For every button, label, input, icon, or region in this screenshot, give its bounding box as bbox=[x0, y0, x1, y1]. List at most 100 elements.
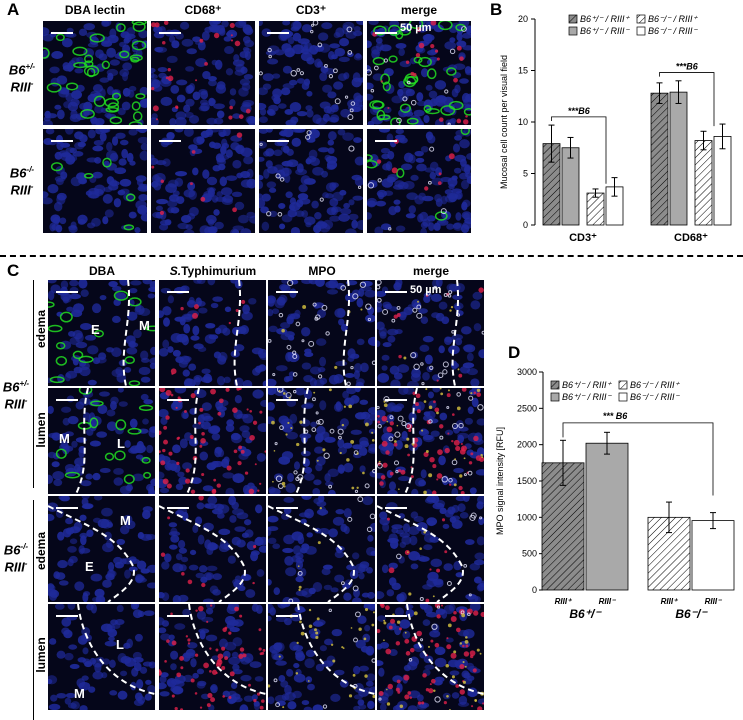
y-axis-label: MPO signal intensity [RFU] bbox=[495, 427, 505, 535]
panelC-tile-r3-c0 bbox=[48, 604, 155, 710]
bar bbox=[713, 136, 732, 226]
bar bbox=[691, 520, 735, 591]
scale-bar bbox=[167, 615, 189, 617]
panelC-col-mpo: MPO bbox=[308, 264, 336, 278]
panelC-tile-r3-c2 bbox=[268, 604, 375, 710]
panelC-tile-r0-c2 bbox=[268, 280, 375, 386]
panelA-tile-r1-c2 bbox=[259, 129, 363, 233]
significance-label: ***B6 bbox=[568, 106, 591, 116]
svg-text:B6⁺/⁻ / RIII⁻: B6⁺/⁻ / RIII⁻ bbox=[580, 26, 631, 36]
tile-letter-muscle-4: M bbox=[74, 686, 85, 701]
y-tick-label: 1500 bbox=[517, 476, 537, 486]
scale-bar bbox=[385, 291, 407, 293]
scale-bar bbox=[51, 32, 73, 34]
legend-item: B6⁺/⁻ / RIII⁺ bbox=[568, 14, 631, 24]
panelA-row-label-ko: B6-/- RIII- bbox=[9, 165, 35, 198]
svg-text:B6⁺/⁻ / RIII⁻: B6⁺/⁻ / RIII⁻ bbox=[562, 392, 613, 402]
svg-text:B6⁺/⁻ / RIII⁺: B6⁺/⁻ / RIII⁺ bbox=[580, 14, 631, 24]
scale-bar bbox=[385, 507, 407, 509]
panel-label-d: D bbox=[508, 343, 521, 362]
bar bbox=[650, 92, 669, 226]
panelC-col-salmonella: S.Typhimurium bbox=[169, 264, 257, 278]
panelA-col-dba: DBA lectin bbox=[64, 3, 126, 17]
panelA-tile-r1-c0 bbox=[43, 129, 147, 233]
panelA-tile-r0-c2 bbox=[259, 21, 363, 125]
y-tick-label: 0 bbox=[523, 220, 528, 230]
legend-item: B6⁻/⁻ / RIII⁺ bbox=[618, 380, 681, 390]
scale-bar bbox=[56, 507, 78, 509]
scale-bar bbox=[267, 32, 289, 34]
category-label: RIII⁻ bbox=[705, 597, 722, 606]
panel-label-a: A bbox=[7, 0, 20, 19]
category-label: CD3⁺ bbox=[569, 232, 597, 244]
y-tick-label: 20 bbox=[518, 14, 528, 24]
panelC-tile-r1-c2 bbox=[268, 388, 375, 494]
svg-text:B6⁻/⁻ / RIII⁻: B6⁻/⁻ / RIII⁻ bbox=[648, 26, 699, 36]
scale-bar bbox=[385, 399, 407, 401]
group-label: B6⁺/⁻ bbox=[569, 607, 602, 621]
panelA-tile-r0-c0 bbox=[43, 21, 147, 125]
category-label: RIII⁺ bbox=[661, 597, 678, 606]
legend-item: B6⁻/⁻ / RIII⁻ bbox=[636, 26, 699, 36]
scale-bar bbox=[159, 32, 181, 34]
tile-letter-muscle-3: M bbox=[120, 513, 131, 528]
panelC-group-bracket-ko bbox=[33, 500, 34, 720]
panelC-col-merge: merge bbox=[412, 264, 450, 278]
group-label: B6⁻/⁻ bbox=[675, 607, 708, 621]
panelA-scale-label: 50 µm bbox=[400, 22, 432, 34]
y-tick-label: 5 bbox=[523, 169, 528, 179]
svg-text:B6⁻/⁻ / RIII⁻: B6⁻/⁻ / RIII⁻ bbox=[630, 392, 681, 402]
significance-label: ***B6 bbox=[676, 62, 699, 72]
significance-label: *** B6 bbox=[603, 411, 629, 421]
panelC-tile-r0-c1 bbox=[159, 280, 266, 386]
scale-bar bbox=[56, 291, 78, 293]
y-tick-label: 2000 bbox=[517, 440, 537, 450]
y-tick-label: 3000 bbox=[517, 367, 537, 377]
tile-letter-edema-1: E bbox=[91, 322, 100, 337]
y-tick-label: 0 bbox=[532, 585, 537, 595]
panel-label-c: C bbox=[7, 261, 20, 280]
tile-letter-muscle-2: M bbox=[59, 431, 70, 446]
panelC-tile-r2-c2 bbox=[268, 496, 375, 602]
svg-text:B6⁻/⁻ / RIII⁺: B6⁻/⁻ / RIII⁺ bbox=[648, 14, 699, 24]
tile-letter-lumen-1: L bbox=[117, 436, 125, 451]
y-axis-label: Mucosal cell count per visual field bbox=[499, 55, 509, 189]
significance-bracket bbox=[659, 72, 715, 127]
legend-item: B6⁻/⁻ / RIII⁺ bbox=[636, 14, 699, 24]
bar bbox=[585, 442, 629, 591]
scale-bar bbox=[276, 399, 298, 401]
bar bbox=[694, 140, 713, 226]
panelC-group-bracket-het bbox=[33, 280, 34, 488]
tile-letter-muscle-1: M bbox=[139, 318, 150, 333]
y-tick-label: 1000 bbox=[517, 512, 537, 522]
legend-item: B6⁺/⁻ / RIII⁻ bbox=[550, 392, 613, 402]
scale-bar bbox=[375, 140, 397, 142]
scale-bar bbox=[385, 615, 407, 617]
panelC-group-label-ko: B6-/- RIII- bbox=[3, 542, 29, 575]
panelC-tile-r2-c0 bbox=[48, 496, 155, 602]
panelA-tile-r0-c1 bbox=[151, 21, 255, 125]
panelA-col-cd3: CD3⁺ bbox=[295, 3, 327, 17]
panelC-sublabel-edema-2: edema bbox=[34, 531, 48, 571]
svg-text:B6⁻/⁻ / RIII⁺: B6⁻/⁻ / RIII⁺ bbox=[630, 380, 681, 390]
legend-item: B6⁻/⁻ / RIII⁻ bbox=[618, 392, 681, 402]
bar bbox=[669, 91, 688, 226]
svg-text:B6⁺/⁻ / RIII⁺: B6⁺/⁻ / RIII⁺ bbox=[562, 380, 613, 390]
panelC-tile-r1-c3 bbox=[377, 388, 484, 494]
y-tick-label: 500 bbox=[522, 549, 537, 559]
scale-bar bbox=[56, 615, 78, 617]
panelC-tile-r3-c3 bbox=[377, 604, 484, 710]
scale-bar bbox=[276, 291, 298, 293]
category-label: RIII⁺ bbox=[555, 597, 572, 606]
bar bbox=[586, 192, 605, 226]
y-tick-label: 10 bbox=[518, 117, 528, 127]
legend-item: B6⁺/⁻ / RIII⁺ bbox=[550, 380, 613, 390]
panelC-sublabel-edema-1: edema bbox=[34, 309, 48, 349]
panel-label-b: B bbox=[490, 0, 503, 19]
y-tick-label: 15 bbox=[518, 66, 528, 76]
panelC-tile-r1-c0 bbox=[48, 388, 155, 494]
scale-bar bbox=[159, 140, 181, 142]
panelA-row-label-het: B6+/- RIII- bbox=[8, 62, 36, 95]
panelC-sublabel-lumen-2: lumen bbox=[34, 637, 48, 673]
chart-b: 0 5 10 15 20 Mucosal cell count per visual fi… bbox=[499, 14, 732, 244]
